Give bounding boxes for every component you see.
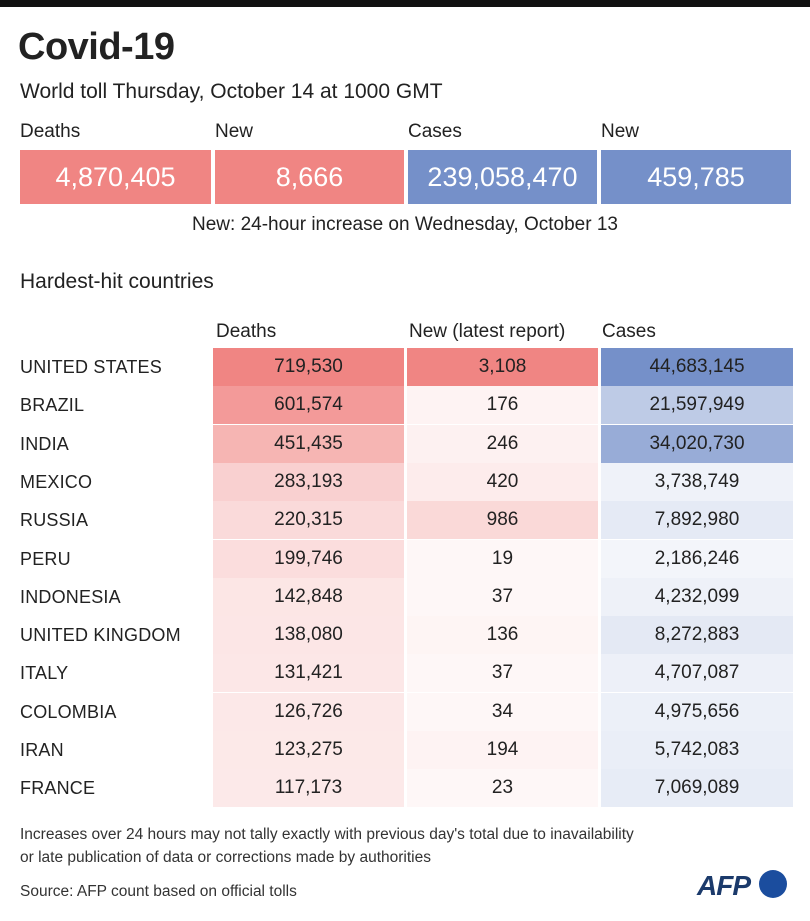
- country-label: UNITED KINGDOM: [20, 625, 181, 645]
- cell-cases: 4,232,099: [601, 578, 793, 616]
- cell-deaths: 719,530: [213, 348, 404, 386]
- totals-note: New: 24-hour increase on Wednesday, Octo…: [192, 214, 618, 235]
- cell-new: 34: [407, 693, 598, 731]
- cell-cases: 3,738,749: [601, 463, 793, 501]
- column-header-new: New (latest report): [409, 321, 566, 342]
- afp-logo-dot: [759, 870, 787, 898]
- total-deaths-new-value: 8,666: [215, 150, 404, 204]
- cell-new: 176: [407, 386, 598, 424]
- cell-deaths: 138,080: [213, 616, 404, 654]
- cell-new: 37: [407, 654, 598, 692]
- table-title: Hardest-hit countries: [20, 270, 214, 293]
- country-label: COLOMBIA: [20, 702, 117, 722]
- country-label: UNITED STATES: [20, 357, 162, 377]
- country-label: MEXICO: [20, 472, 93, 492]
- cell-cases: 7,892,980: [601, 501, 793, 539]
- cell-new: 420: [407, 463, 598, 501]
- country-label: INDONESIA: [20, 587, 121, 607]
- cell-cases: 2,186,246: [601, 540, 793, 578]
- cell-cases: 34,020,730: [601, 425, 793, 463]
- cell-deaths: 131,421: [213, 654, 404, 692]
- cell-new: 136: [407, 616, 598, 654]
- column-header-cases: Cases: [602, 321, 656, 342]
- country-label: ITALY: [20, 663, 69, 683]
- country-label: FRANCE: [20, 778, 96, 798]
- cell-cases: 8,272,883: [601, 616, 793, 654]
- total-deaths-label: Deaths: [20, 121, 81, 142]
- cell-cases: 4,707,087: [601, 654, 793, 692]
- total-cases-value: 239,058,470: [408, 150, 597, 204]
- cell-deaths: 123,275: [213, 731, 404, 769]
- cell-deaths: 220,315: [213, 501, 404, 539]
- cell-cases: 21,597,949: [601, 386, 793, 424]
- country-label: IRAN: [20, 740, 64, 760]
- footer-note-line2: or late publication of data or correctio…: [20, 849, 431, 866]
- country-label: RUSSIA: [20, 510, 89, 530]
- afp-logo-text: AFP: [697, 870, 751, 901]
- cell-deaths: 451,435: [213, 425, 404, 463]
- source-note: Source: AFP count based on official toll…: [20, 883, 297, 900]
- cell-new: 37: [407, 578, 598, 616]
- cell-cases: 44,683,145: [601, 348, 793, 386]
- cell-deaths: 601,574: [213, 386, 404, 424]
- country-label: PERU: [20, 549, 71, 569]
- total-cases-new-value: 459,785: [601, 150, 791, 204]
- cell-new: 19: [407, 540, 598, 578]
- cell-deaths: 126,726: [213, 693, 404, 731]
- cell-cases: 7,069,089: [601, 769, 793, 807]
- cell-deaths: 142,848: [213, 578, 404, 616]
- top-rule: [0, 0, 810, 7]
- country-label: BRAZIL: [20, 395, 85, 415]
- total-deaths-value: 4,870,405: [20, 150, 211, 204]
- chart-subtitle: World toll Thursday, October 14 at 1000 …: [20, 80, 443, 103]
- cell-new: 194: [407, 731, 598, 769]
- total-cases-label: Cases: [408, 121, 462, 142]
- chart-title: Covid-19: [18, 26, 175, 68]
- cell-deaths: 283,193: [213, 463, 404, 501]
- cell-cases: 5,742,083: [601, 731, 793, 769]
- cell-new: 246: [407, 425, 598, 463]
- cell-new: 23: [407, 769, 598, 807]
- footer-note-line1: Increases over 24 hours may not tally ex…: [20, 826, 634, 843]
- cell-deaths: 117,173: [213, 769, 404, 807]
- total-deaths-new-label: New: [215, 121, 254, 142]
- column-header-deaths: Deaths: [216, 321, 277, 342]
- total-cases-new-label: New: [601, 121, 640, 142]
- cell-deaths: 199,746: [213, 540, 404, 578]
- cell-new: 986: [407, 501, 598, 539]
- cell-new: 3,108: [407, 348, 598, 386]
- country-label: INDIA: [20, 434, 70, 454]
- cell-cases: 4,975,656: [601, 693, 793, 731]
